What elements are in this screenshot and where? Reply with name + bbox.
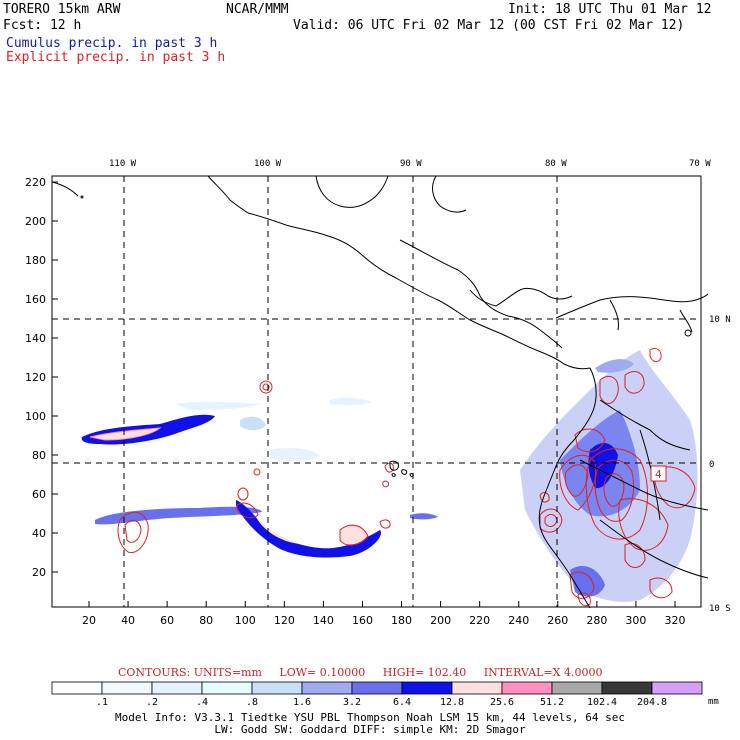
lon-label-80w: 80 W [545,159,567,169]
colorbar-label: 25.6 [490,697,514,708]
x-tick-label: 260 [547,614,568,627]
colorbar-swatch [351,681,403,695]
colorbar-label: .1 [96,697,108,708]
y-tick-label: 200 [25,215,46,228]
cumulus-precip-shading [81,350,698,602]
coastlines [51,175,709,609]
y-axis: 220 200 180 160 140 120 100 80 60 40 20 [25,176,58,579]
colorbar-swatch [51,681,103,695]
colorbar-swatch [451,681,503,695]
colorbar-swatch [201,681,253,695]
colorbar-swatch [151,681,203,695]
colorbar-swatch [251,681,303,695]
x-tick-label: 60 [160,614,174,627]
colorbar-swatch [301,681,353,695]
x-tick-label: 300 [625,614,646,627]
y-tick-label: 180 [25,254,46,267]
x-tick-label: 220 [469,614,490,627]
contours-info: CONTOURS: UNITS=mm LOW= 0.10000 HIGH= 10… [118,666,617,679]
x-tick-label: 180 [391,614,412,627]
center-title: NCAR/MMM [226,2,289,17]
x-axis: 20 40 60 80 100 120 140 160 180 200 220 240 260 280 30… [82,601,686,627]
contours-low: LOW= 0.10000 [279,666,366,679]
y-tick-label: 60 [32,488,46,501]
colorbar-label: .8 [246,697,258,708]
init-time: Init: 18 UTC Thu 01 Mar 12 [508,2,712,17]
x-tick-label: 280 [586,614,607,627]
forecast-hour: Fcst: 12 h [3,18,82,33]
y-tick-label: 40 [32,527,46,540]
colorbar-unit: mm [708,697,719,707]
y-tick-label: 80 [32,449,46,462]
x-tick-label: 320 [665,614,686,627]
colorbar-swatch [651,681,703,695]
x-tick-label: 40 [121,614,135,627]
explicit-legend-label: Explicit precip. in past 3 h [6,50,226,65]
model-info-line1: Model Info: V3.3.1 Tiedtke YSU PBL Thomp… [115,711,625,724]
y-tick-label: 140 [25,332,46,345]
colorbar-label: 102.4 [587,697,617,708]
x-tick-label: 120 [274,614,295,627]
colorbar-swatch [401,681,453,695]
lat-label-10n: 10 N [709,315,731,325]
colorbar-label: 6.4 [393,697,411,708]
x-tick-label: 20 [82,614,96,627]
contours-units: CONTOURS: UNITS=mm [118,666,262,679]
x-tick-label: 200 [430,614,451,627]
colorbar-label: .4 [196,697,208,708]
map-frame [51,175,702,608]
y-tick-label: 120 [25,371,46,384]
lon-label-90w: 90 W [400,159,422,169]
y-tick-label: 220 [25,176,46,189]
colorbar-label: 3.2 [343,697,361,708]
colorbar-swatch [551,681,603,695]
colorbar-swatch [601,681,653,695]
y-tick-label: 100 [25,410,46,423]
x-tick-label: 100 [235,614,256,627]
valid-time: Valid: 06 UTC Fri 02 Mar 12 (00 CST Fri … [293,18,685,33]
colorbar: .1 .2 .4 .8 1.6 3.2 6.4 12.8 25.6 51.2 102.4 204.8 [51,681,703,708]
y-tick-label: 20 [32,566,46,579]
colorbar-label: 204.8 [637,697,667,708]
x-tick-label: 240 [508,614,529,627]
cumulus-legend-label: Cumulus precip. in past 3 h [6,36,218,51]
colorbar-label: 1.6 [293,697,311,708]
colorbar-label: 51.2 [540,697,564,708]
x-tick-label: 160 [352,614,373,627]
lat-label-10s: 10 S [709,604,731,614]
colorbar-swatch [501,681,553,695]
contours-high: HIGH= 102.40 [382,666,467,679]
explicit-precip-contours [117,347,696,607]
lat-label-0: 0 [709,460,714,470]
model-title: TORERO 15km ARW [3,2,121,17]
lon-label-100w: 100 W [254,159,282,169]
colorbar-swatch [101,681,153,695]
latlon-grid [52,176,701,607]
x-tick-label: 80 [199,614,213,627]
contours-interval: INTERVAL=X 4.0000 [483,666,603,679]
y-tick-label: 160 [25,293,46,306]
colorbar-label: 12.8 [440,697,464,708]
lon-label-110w: 110 W [109,159,137,169]
max-value-label: 4 [655,468,662,481]
lon-label-70w: 70 W [689,159,711,169]
model-info-line2: LW: Godd SW: Goddard DIFF: simple KM: 2D… [214,723,526,736]
colorbar-label: .2 [146,697,158,708]
x-tick-label: 140 [313,614,334,627]
